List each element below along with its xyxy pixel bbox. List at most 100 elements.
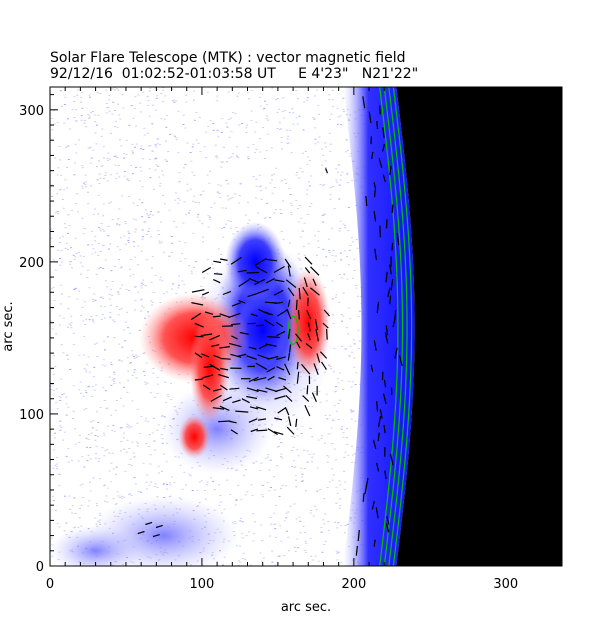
field-vector [319,351,328,359]
field-vector [220,367,229,371]
field-vector [200,333,213,337]
field-vector [218,420,231,423]
field-vector [296,371,300,384]
field-vector [250,313,258,317]
field-vector [256,429,268,432]
field-vector [254,278,266,286]
field-vector [230,429,238,435]
field-vector [362,493,365,502]
field-vector [288,416,292,427]
field-vector [253,377,267,382]
field-vector [323,309,331,317]
field-vector [266,336,280,339]
field-vector [219,258,228,261]
field-vector [257,288,269,294]
field-vector [247,292,259,298]
x-tick-label: 300 [493,577,518,592]
field-vector [230,353,242,358]
field-vector [376,462,380,472]
field-vector [377,415,382,428]
field-vector [389,295,392,305]
field-vector [378,157,383,169]
field-vector [385,325,389,336]
field-vector [295,418,298,427]
field-vector [210,394,222,402]
field-vector [255,266,268,274]
field-vector [228,312,241,319]
field-vector [191,289,205,293]
field-vector [209,334,221,341]
field-vector [152,534,160,538]
field-vector [304,267,311,274]
field-vector [385,271,388,283]
field-vector [377,432,380,441]
field-vector [371,500,375,510]
field-vector [274,301,284,305]
field-vector [315,329,319,342]
field-vector [267,375,275,381]
field-vector [230,323,241,326]
plot-frame [49,86,563,567]
field-vector [374,248,377,260]
field-vector [322,322,329,329]
field-vector [209,363,221,371]
chart-title: Solar Flare Telescope (MTK) : vector mag… [50,50,406,66]
field-vector [376,401,379,412]
field-vector [382,174,386,182]
field-vector [277,407,287,414]
field-vector [235,410,249,413]
field-vector [389,453,394,466]
field-vector [237,353,247,357]
field-vector [232,399,241,404]
field-vector [213,273,223,275]
field-vector [194,378,203,381]
field-vector [202,384,211,391]
field-vector [368,111,372,124]
field-vectors [137,96,403,556]
chart-subtitle: 92/12/16 01:02:52-01:03:58 UT E 4'23" N2… [50,66,419,82]
field-vector [376,121,379,129]
field-vector [249,406,259,410]
core-contour [287,315,299,345]
field-vector [254,258,267,266]
field-vector [325,168,328,174]
field-vector [382,144,385,152]
field-vector [248,418,258,423]
positive-polarity-west-tail [189,313,230,424]
field-vector [248,376,259,383]
field-vector [228,342,242,348]
field-vector [274,417,283,421]
field-vector [390,279,394,291]
field-vector [305,343,313,349]
field-vector [287,299,291,308]
field-vector [362,96,366,109]
field-vector [264,319,275,327]
field-vector [213,279,221,284]
x-tick-label: 200 [341,577,366,592]
field-vector [289,344,292,353]
x-tick-label: 0 [46,577,54,592]
field-vector [266,367,276,373]
x-tick-label: 100 [190,577,215,592]
limb-contour [388,87,408,566]
field-vector [314,318,319,331]
field-vector [302,395,310,402]
field-vector [316,353,321,363]
field-vector [312,278,317,286]
field-vector [220,357,231,360]
field-vector [256,389,268,393]
field-vector [304,256,313,265]
field-vector [389,165,392,176]
field-vector [310,266,320,276]
field-vector [219,313,231,318]
field-vector [257,418,267,421]
field-vector [373,340,377,351]
field-vector [287,352,291,361]
field-vector [241,398,250,404]
weak-negative-corner [50,525,141,566]
field-vector [285,394,293,402]
field-vector [274,279,285,283]
field-vector [283,385,292,394]
field-vector [212,407,225,410]
positive-polarity-west-south [178,414,211,459]
